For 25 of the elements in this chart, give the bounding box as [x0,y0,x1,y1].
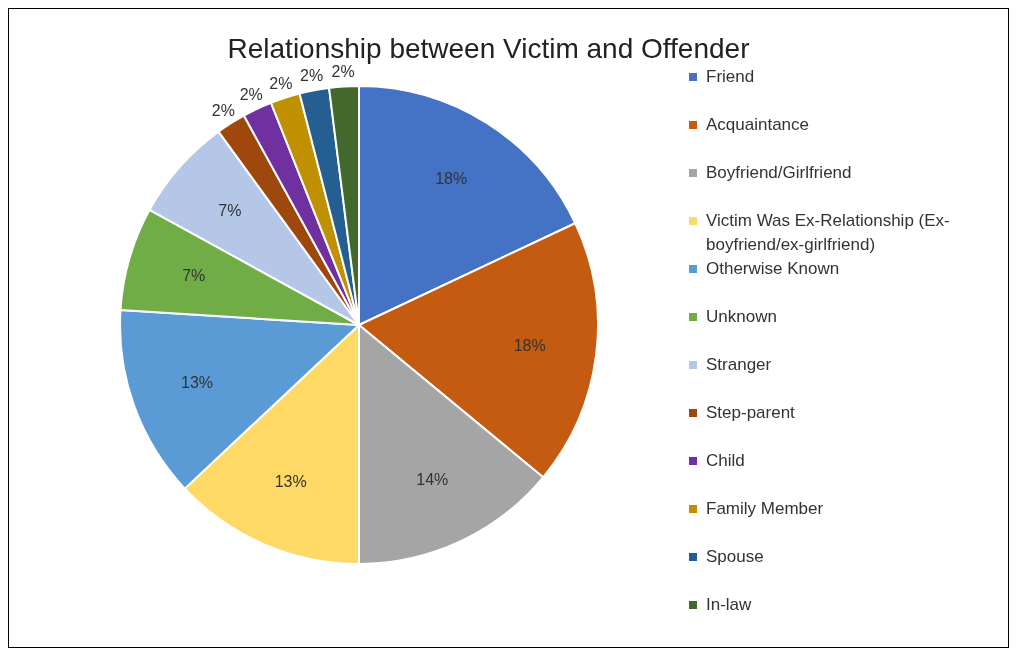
legend-label: Acquaintance [706,114,810,136]
data-label: 18% [513,336,546,354]
data-label: 2% [300,66,324,84]
data-label: 2% [331,62,355,80]
legend-label: Boyfriend/Girlfriend [706,162,852,184]
legend-label: Otherwise Known [706,258,840,280]
legend-label: In-law [706,594,752,616]
data-label: 7% [218,201,242,219]
data-label: 13% [181,373,214,391]
data-label: 2% [211,101,235,119]
legend-label: Family Member [706,498,824,520]
chart-title: Relationship between Victim and Offender [226,32,751,65]
data-label: 2% [239,86,263,104]
data-label: 13% [274,473,307,491]
legend-label: Unknown [706,306,777,328]
legend-label: Victim Was Ex-Relationship (Ex-boyfriend/ex-girlfriend) [706,210,951,256]
legend-label: Step-parent [706,402,795,424]
data-label: 14% [416,471,449,489]
legend-label: Spouse [706,546,764,568]
data-label: 2% [269,74,293,92]
legend-label: Stranger [706,354,772,376]
data-label: 18% [435,170,468,188]
legend-label: Friend [706,66,755,88]
legend-label: Child [706,450,745,472]
data-label: 7% [182,267,206,285]
